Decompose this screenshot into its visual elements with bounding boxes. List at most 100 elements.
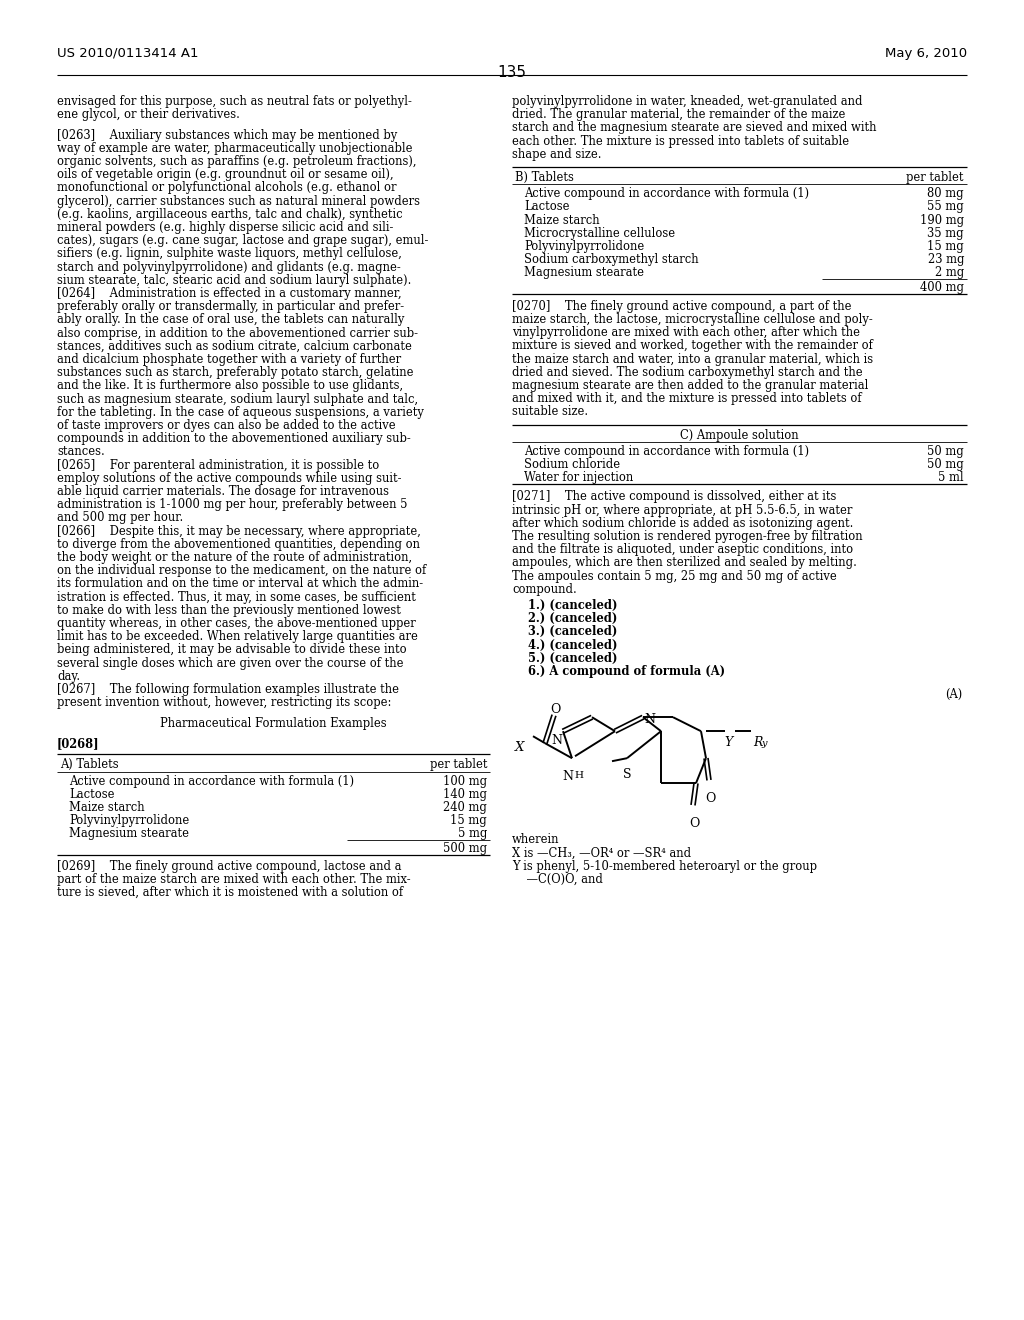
Text: 100 mg: 100 mg xyxy=(442,775,487,788)
Text: the body weight or the nature of the route of administration,: the body weight or the nature of the rou… xyxy=(57,550,412,564)
Text: quantity whereas, in other cases, the above-mentioned upper: quantity whereas, in other cases, the ab… xyxy=(57,616,416,630)
Text: substances such as starch, preferably potato starch, gelatine: substances such as starch, preferably po… xyxy=(57,366,414,379)
Text: 240 mg: 240 mg xyxy=(443,801,487,814)
Text: [0267]    The following formulation examples illustrate the: [0267] The following formulation example… xyxy=(57,682,399,696)
Text: preferably orally or transdermally, in particular and prefer-: preferably orally or transdermally, in p… xyxy=(57,300,404,313)
Text: Y: Y xyxy=(724,737,732,750)
Text: 80 mg: 80 mg xyxy=(928,187,964,201)
Text: (A): (A) xyxy=(945,688,962,701)
Text: X is —CH₃, —OR⁴ or —SR⁴ and: X is —CH₃, —OR⁴ or —SR⁴ and xyxy=(512,846,691,859)
Text: being administered, it may be advisable to divide these into: being administered, it may be advisable … xyxy=(57,643,407,656)
Text: y: y xyxy=(761,739,767,748)
Text: X: X xyxy=(515,742,524,754)
Text: to make do with less than the previously mentioned lowest: to make do with less than the previously… xyxy=(57,603,400,616)
Text: vinylpyrrolidone are mixed with each other, after which the: vinylpyrrolidone are mixed with each oth… xyxy=(512,326,860,339)
Text: suitable size.: suitable size. xyxy=(512,405,588,418)
Text: 2.) (canceled): 2.) (canceled) xyxy=(512,612,617,626)
Text: organic solvents, such as paraffins (e.g. petroleum fractions),: organic solvents, such as paraffins (e.g… xyxy=(57,154,417,168)
Text: Sodium chloride: Sodium chloride xyxy=(524,458,621,471)
Text: Pharmaceutical Formulation Examples: Pharmaceutical Formulation Examples xyxy=(160,717,387,730)
Text: The ampoules contain 5 mg, 25 mg and 50 mg of active: The ampoules contain 5 mg, 25 mg and 50 … xyxy=(512,570,837,582)
Text: 400 mg: 400 mg xyxy=(920,281,964,293)
Text: N: N xyxy=(644,713,655,726)
Text: Maize starch: Maize starch xyxy=(524,214,600,227)
Text: sifiers (e.g. lignin, sulphite waste liquors, methyl cellulose,: sifiers (e.g. lignin, sulphite waste liq… xyxy=(57,247,401,260)
Text: [0269]    The finely ground active compound, lactose and a: [0269] The finely ground active compound… xyxy=(57,859,401,873)
Text: compounds in addition to the abovementioned auxiliary sub-: compounds in addition to the abovementio… xyxy=(57,432,411,445)
Text: administration is 1-1000 mg per hour, preferably between 5: administration is 1-1000 mg per hour, pr… xyxy=(57,498,408,511)
Text: shape and size.: shape and size. xyxy=(512,148,601,161)
Text: cates), sugars (e.g. cane sugar, lactose and grape sugar), emul-: cates), sugars (e.g. cane sugar, lactose… xyxy=(57,234,428,247)
Text: and mixed with it, and the mixture is pressed into tablets of: and mixed with it, and the mixture is pr… xyxy=(512,392,861,405)
Text: starch and polyvinylpyrrolidone) and glidants (e.g. magne-: starch and polyvinylpyrrolidone) and gli… xyxy=(57,260,400,273)
Text: R: R xyxy=(753,737,763,750)
Text: 5.) (canceled): 5.) (canceled) xyxy=(512,652,617,665)
Text: and the like. It is furthermore also possible to use glidants,: and the like. It is furthermore also pos… xyxy=(57,379,403,392)
Text: magnesium stearate are then added to the granular material: magnesium stearate are then added to the… xyxy=(512,379,868,392)
Text: after which sodium chloride is added as isotonizing agent.: after which sodium chloride is added as … xyxy=(512,517,853,529)
Text: maize starch, the lactose, microcrystalline cellulose and poly-: maize starch, the lactose, microcrystall… xyxy=(512,313,872,326)
Text: mixture is sieved and worked, together with the remainder of: mixture is sieved and worked, together w… xyxy=(512,339,872,352)
Text: Magnesium stearate: Magnesium stearate xyxy=(69,828,189,841)
Text: starch and the magnesium stearate are sieved and mixed with: starch and the magnesium stearate are si… xyxy=(512,121,877,135)
Text: oils of vegetable origin (e.g. groundnut oil or sesame oil),: oils of vegetable origin (e.g. groundnut… xyxy=(57,168,393,181)
Text: intrinsic pH or, where appropriate, at pH 5.5-6.5, in water: intrinsic pH or, where appropriate, at p… xyxy=(512,504,852,516)
Text: Polyvinylpyrrolidone: Polyvinylpyrrolidone xyxy=(524,240,644,253)
Text: (e.g. kaolins, argillaceous earths, talc and chalk), synthetic: (e.g. kaolins, argillaceous earths, talc… xyxy=(57,207,402,220)
Text: The resulting solution is rendered pyrogen-free by filtration: The resulting solution is rendered pyrog… xyxy=(512,531,862,543)
Text: 50 mg: 50 mg xyxy=(928,458,964,471)
Text: and the filtrate is aliquoted, under aseptic conditions, into: and the filtrate is aliquoted, under ase… xyxy=(512,544,853,556)
Text: Magnesium stearate: Magnesium stearate xyxy=(524,267,644,280)
Text: for the tableting. In the case of aqueous suspensions, a variety: for the tableting. In the case of aqueou… xyxy=(57,405,424,418)
Text: Water for injection: Water for injection xyxy=(524,471,633,484)
Text: 15 mg: 15 mg xyxy=(928,240,964,253)
Text: ampoules, which are then sterilized and sealed by melting.: ampoules, which are then sterilized and … xyxy=(512,557,857,569)
Text: able liquid carrier materials. The dosage for intravenous: able liquid carrier materials. The dosag… xyxy=(57,484,389,498)
Text: compound.: compound. xyxy=(512,583,577,595)
Text: and dicalcium phosphate together with a variety of further: and dicalcium phosphate together with a … xyxy=(57,352,401,366)
Text: 3.) (canceled): 3.) (canceled) xyxy=(512,626,617,639)
Text: Sodium carboxymethyl starch: Sodium carboxymethyl starch xyxy=(524,253,698,267)
Text: also comprise, in addition to the abovementioned carrier sub-: also comprise, in addition to the abovem… xyxy=(57,326,418,339)
Text: present invention without, however, restricting its scope:: present invention without, however, rest… xyxy=(57,696,391,709)
Text: way of example are water, pharmaceutically unobjectionable: way of example are water, pharmaceutical… xyxy=(57,141,413,154)
Text: S: S xyxy=(623,768,632,781)
Text: [0271]    The active compound is dissolved, either at its: [0271] The active compound is dissolved,… xyxy=(512,491,837,503)
Text: part of the maize starch are mixed with each other. The mix-: part of the maize starch are mixed with … xyxy=(57,873,411,886)
Text: day.: day. xyxy=(57,669,80,682)
Text: on the individual response to the medicament, on the nature of: on the individual response to the medica… xyxy=(57,564,426,577)
Text: per tablet: per tablet xyxy=(906,172,964,183)
Text: istration is effected. Thus, it may, in some cases, be sufficient: istration is effected. Thus, it may, in … xyxy=(57,590,416,603)
Text: envisaged for this purpose, such as neutral fats or polyethyl-: envisaged for this purpose, such as neut… xyxy=(57,95,412,108)
Text: 1.) (canceled): 1.) (canceled) xyxy=(512,599,617,612)
Text: Maize starch: Maize starch xyxy=(69,801,144,814)
Text: limit has to be exceeded. When relatively large quantities are: limit has to be exceeded. When relativel… xyxy=(57,630,418,643)
Text: Polyvinylpyrrolidone: Polyvinylpyrrolidone xyxy=(69,814,189,828)
Text: of taste improvers or dyes can also be added to the active: of taste improvers or dyes can also be a… xyxy=(57,418,395,432)
Text: mineral powders (e.g. highly disperse silicic acid and sili-: mineral powders (e.g. highly disperse si… xyxy=(57,220,393,234)
Text: Y is phenyl, 5-10-membered heteroaryl or the group: Y is phenyl, 5-10-membered heteroaryl or… xyxy=(512,859,817,873)
Text: ture is sieved, after which it is moistened with a solution of: ture is sieved, after which it is moiste… xyxy=(57,886,403,899)
Text: per tablet: per tablet xyxy=(429,759,487,771)
Text: Lactose: Lactose xyxy=(524,201,569,214)
Text: 140 mg: 140 mg xyxy=(443,788,487,801)
Text: May 6, 2010: May 6, 2010 xyxy=(885,48,967,59)
Text: 23 mg: 23 mg xyxy=(928,253,964,267)
Text: dried and sieved. The sodium carboxymethyl starch and the: dried and sieved. The sodium carboxymeth… xyxy=(512,366,862,379)
Text: [0270]    The finely ground active compound, a part of the: [0270] The finely ground active compound… xyxy=(512,300,852,313)
Text: O: O xyxy=(550,704,560,717)
Text: [0265]    For parenteral administration, it is possible to: [0265] For parenteral administration, it… xyxy=(57,458,379,471)
Text: and 500 mg per hour.: and 500 mg per hour. xyxy=(57,511,183,524)
Text: 500 mg: 500 mg xyxy=(442,842,487,854)
Text: N: N xyxy=(551,734,562,747)
Text: several single doses which are given over the course of the: several single doses which are given ove… xyxy=(57,656,403,669)
Text: 5 mg: 5 mg xyxy=(458,828,487,841)
Text: each other. The mixture is pressed into tablets of suitable: each other. The mixture is pressed into … xyxy=(512,135,849,148)
Text: O: O xyxy=(705,792,716,805)
Text: employ solutions of the active compounds while using suit-: employ solutions of the active compounds… xyxy=(57,471,401,484)
Text: 190 mg: 190 mg xyxy=(920,214,964,227)
Text: ene glycol, or their derivatives.: ene glycol, or their derivatives. xyxy=(57,108,240,121)
Text: C) Ampoule solution: C) Ampoule solution xyxy=(680,429,799,442)
Text: Active compound in accordance with formula (1): Active compound in accordance with formu… xyxy=(524,187,809,201)
Text: —C(O)O, and: —C(O)O, and xyxy=(512,873,603,886)
